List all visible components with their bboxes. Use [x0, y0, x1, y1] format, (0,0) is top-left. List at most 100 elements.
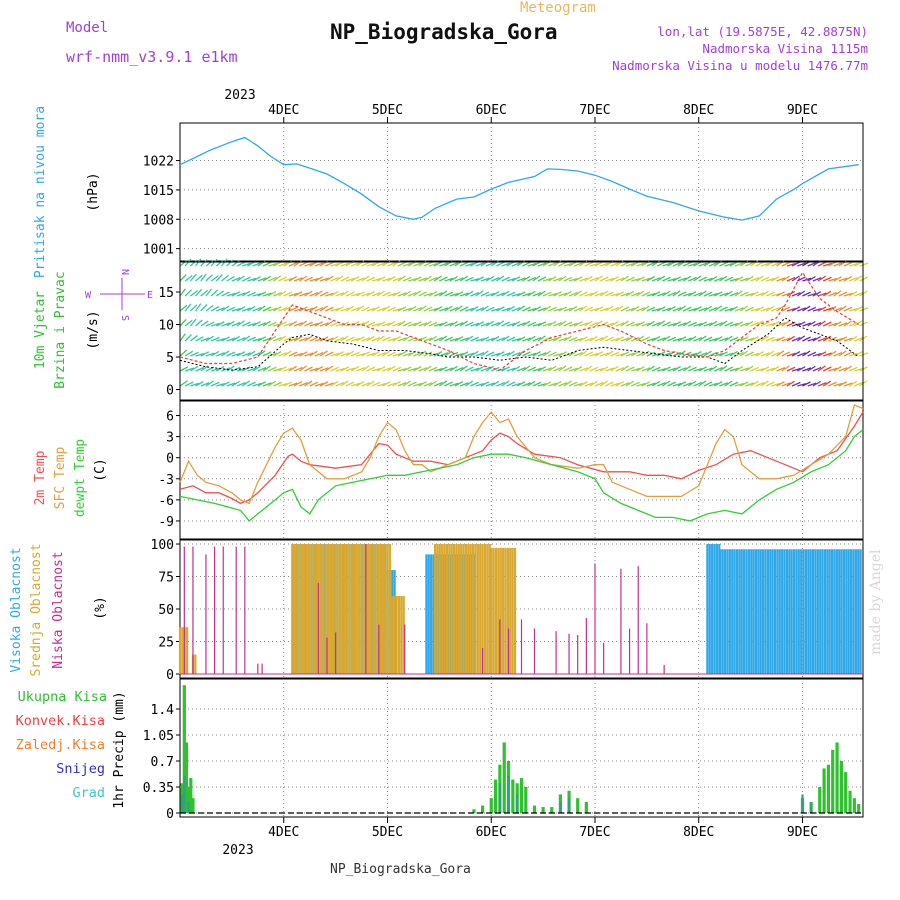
pressure-line: [179, 136, 859, 221]
wind-barb: [745, 306, 754, 312]
wind-barb: [848, 321, 858, 327]
wind-barb: [563, 380, 572, 387]
wind-barb: [688, 366, 697, 372]
wind-barb: [522, 382, 532, 387]
y-tick-label: 10: [158, 319, 174, 334]
wind-barb: [428, 335, 438, 342]
wind-barb: [838, 305, 847, 312]
wind-barb: [345, 305, 355, 312]
wind-barb: [682, 365, 692, 372]
wind-barb: [470, 350, 479, 357]
wind-barb: [470, 305, 479, 312]
wind-barb: [714, 352, 724, 357]
wind-barb: [511, 276, 521, 282]
wind-barb: [693, 367, 703, 372]
wind-barb: [501, 366, 510, 372]
wind-barb: [620, 382, 630, 387]
station-coordinates: lon,lat (19.5875E, 42.8875N): [657, 24, 868, 39]
wind-barb: [496, 351, 505, 357]
wind-barb: [423, 337, 433, 342]
wind-barb: [273, 261, 282, 267]
wind-barb: [656, 320, 666, 327]
wind-barb: [672, 276, 682, 282]
wind-barb: [553, 380, 562, 387]
wind-barb: [833, 307, 843, 312]
wind-barb: [195, 303, 202, 312]
wind-barb: [304, 366, 313, 372]
wind-barb: [693, 292, 703, 297]
wind-barb: [563, 262, 573, 267]
wind-barb: [558, 382, 568, 387]
wind-barb: [719, 306, 728, 312]
wind-barb: [418, 350, 427, 357]
pressure-label: Pritisak na nivou mora: [33, 106, 48, 278]
wind-barb: [812, 352, 822, 357]
wind-barb: [330, 291, 339, 297]
wind-barb: [459, 337, 469, 342]
wind-barb: [293, 380, 303, 387]
wind-barb: [568, 291, 578, 297]
wind-barb: [579, 350, 588, 357]
bottom-day-tick-label: 8DEC: [683, 825, 714, 840]
wind-barb: [859, 307, 869, 312]
wind-barb: [724, 307, 734, 312]
wind-barb: [755, 261, 765, 267]
wind-barb: [252, 262, 262, 267]
wind-barb: [646, 351, 656, 357]
wind-barb: [781, 292, 791, 297]
wind-barb: [397, 292, 407, 297]
precip-conv-bar: [810, 804, 813, 813]
wind-barb: [247, 305, 256, 312]
wind-barb: [693, 336, 703, 342]
wind-barb: [475, 276, 484, 282]
wind-barb: [542, 350, 552, 357]
wind-barb: [267, 380, 277, 387]
wind-barb: [605, 291, 614, 297]
wind-barb: [708, 365, 718, 372]
wind-barb: [771, 306, 780, 312]
wind-barb: [703, 277, 713, 282]
wind-barb: [496, 337, 506, 342]
wind-barb: [205, 260, 214, 267]
wind-barb: [563, 366, 573, 372]
wind-barb: [615, 291, 625, 297]
wind-barb: [350, 262, 360, 267]
wind-barb: [309, 336, 319, 342]
wind-barb: [226, 320, 235, 327]
wind-unit: (m/s): [86, 310, 101, 349]
wind-barb: [511, 351, 521, 357]
wind-barb: [594, 351, 604, 357]
wind-barb: [299, 306, 308, 312]
wind-barb: [636, 321, 645, 327]
wind-barb: [433, 261, 443, 267]
wind-barb: [817, 320, 826, 327]
wind-barb: [392, 307, 402, 312]
wind-barb: [205, 321, 215, 327]
wind-barb: [584, 306, 594, 312]
wind-barb: [371, 278, 381, 282]
wind-barb: [491, 352, 501, 357]
bottom-day-tick-label: 6DEC: [476, 825, 507, 840]
wind-barb: [558, 320, 567, 327]
wind-barb: [657, 337, 666, 342]
wind-barb: [667, 381, 677, 387]
wind-barb: [662, 307, 672, 312]
wind-barb: [501, 290, 510, 297]
wind-barb: [314, 382, 324, 387]
wind-barb: [319, 291, 329, 297]
bottom-year-label: 2023: [222, 843, 253, 858]
wind-barb: [299, 337, 308, 342]
wind-barb: [210, 322, 220, 327]
wind-barb: [298, 275, 308, 282]
precip-total-bar: [826, 764, 831, 813]
wind-barb: [485, 261, 495, 267]
wind-barb: [356, 381, 365, 387]
wind-barb: [750, 380, 759, 387]
wind-barb: [771, 337, 781, 342]
wind-barb: [833, 290, 842, 297]
wind-barb: [226, 259, 234, 267]
wind-barb: [200, 365, 209, 372]
wind-barb: [252, 276, 261, 282]
y-tick-label: 1022: [143, 155, 174, 170]
wind-barb: [418, 381, 427, 387]
